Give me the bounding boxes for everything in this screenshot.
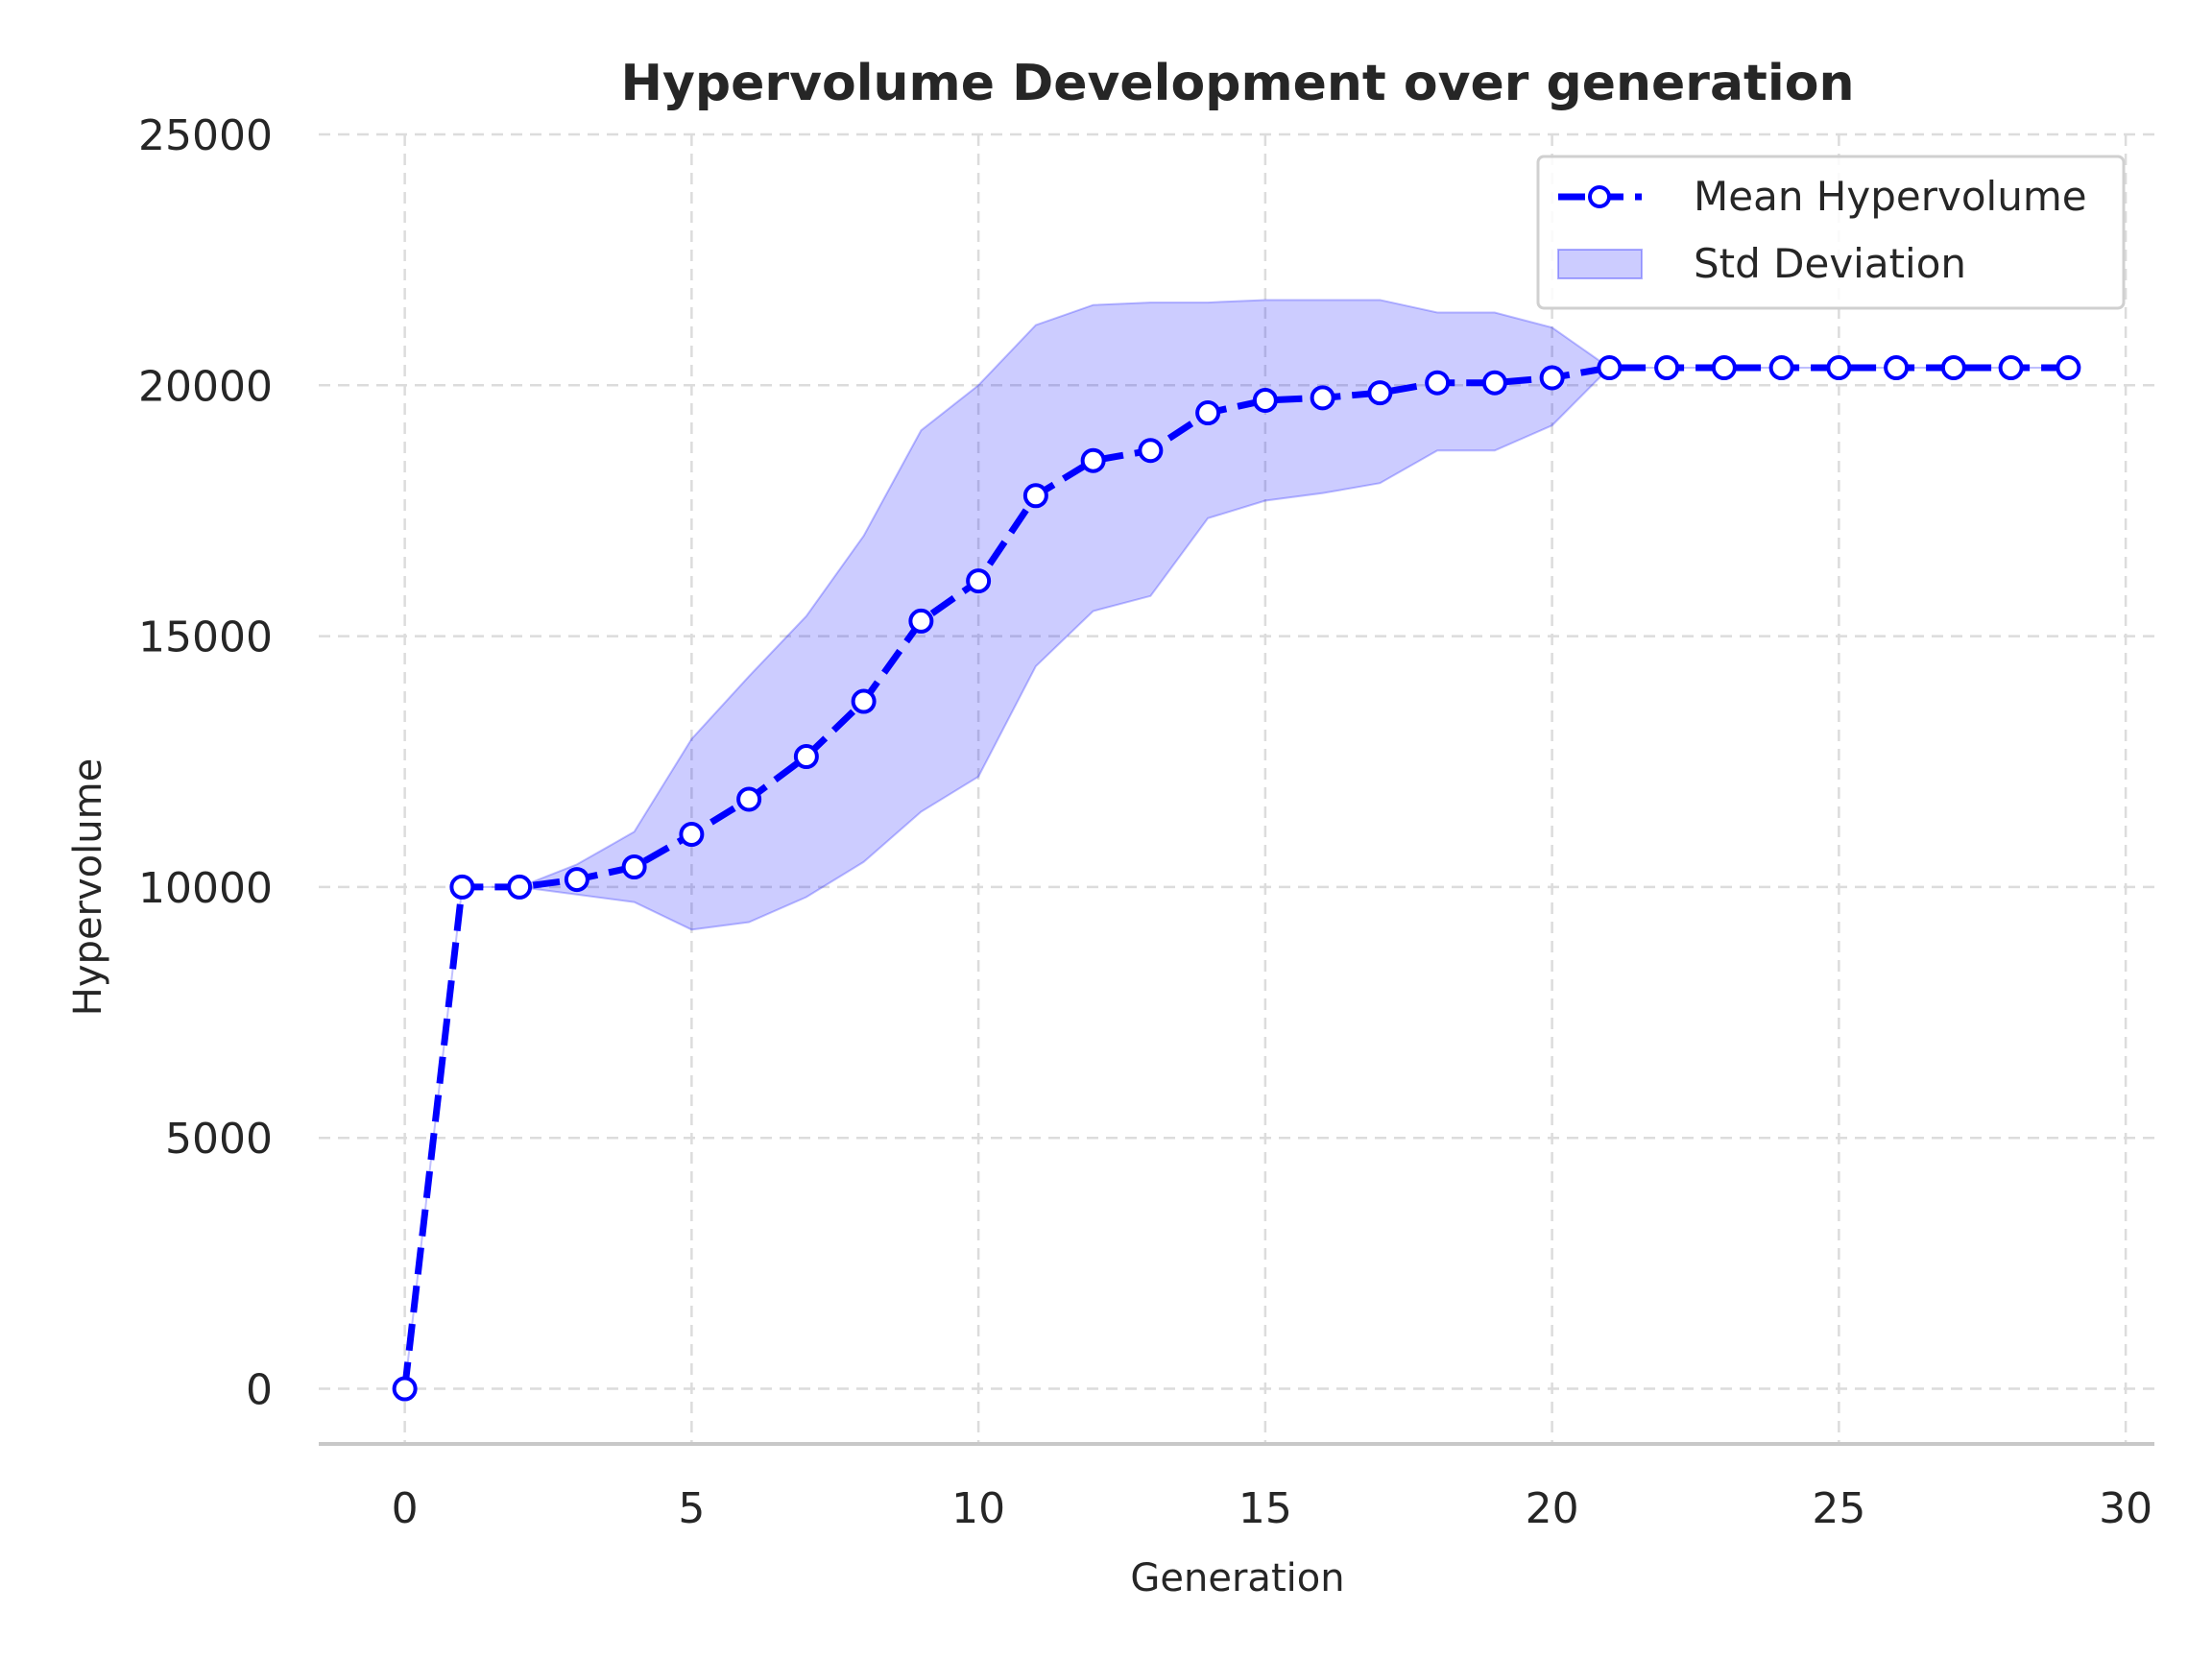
mean-hypervolume-point — [1711, 355, 1737, 381]
grid — [319, 132, 2154, 1444]
mean-hypervolume-point — [1425, 370, 1451, 396]
mean-hypervolume-point — [392, 1376, 418, 1402]
y-axis-label: Hypervolume — [66, 758, 110, 1016]
mean-hypervolume-point — [1481, 370, 1507, 396]
y-tick-label: 15000 — [138, 613, 273, 662]
mean-hypervolume-point — [507, 874, 533, 900]
x-tick-label: 30 — [2099, 1484, 2152, 1533]
legend-box — [1536, 155, 2126, 310]
mean-hypervolume-point — [1539, 365, 1565, 391]
mean-hypervolume-point — [2056, 355, 2081, 381]
mean-hypervolume-point — [1940, 355, 1966, 381]
mean-hypervolume-point — [1654, 355, 1680, 381]
mean-hypervolume-point — [793, 744, 819, 770]
mean-hypervolume-point — [1080, 447, 1106, 473]
series-layer — [392, 355, 2081, 1402]
legend-item-std: Std Deviation — [1557, 240, 1966, 287]
mean-hypervolume-point — [966, 568, 992, 594]
legend-item-mean: Mean Hypervolume — [1558, 173, 2087, 220]
mean-hypervolume-point — [449, 874, 475, 900]
mean-hypervolume-point — [1367, 380, 1393, 406]
mean-hypervolume-point — [1597, 355, 1623, 381]
x-tick-label: 15 — [1238, 1484, 1292, 1533]
chart-title: Hypervolume Development over generation — [621, 55, 1855, 112]
mean-hypervolume-point — [564, 867, 589, 893]
y-tick-label: 5000 — [165, 1115, 273, 1164]
x-tick-label: 0 — [392, 1484, 419, 1533]
std-deviation-area — [403, 299, 2069, 1389]
legend-band-swatch — [1557, 249, 1643, 279]
mean-hypervolume-point — [621, 854, 647, 880]
mean-hypervolume-point — [1022, 483, 1048, 509]
mean-hypervolume-point — [679, 822, 705, 848]
y-tick-label: 10000 — [138, 864, 273, 913]
mean-hypervolume-point — [1310, 385, 1335, 411]
mean-hypervolume-point — [1768, 355, 1794, 381]
x-tick-label: 10 — [951, 1484, 1005, 1533]
tick-labels: 0 5 10 15 20 25 30 0 5000 10000 15000 20000 25000 — [138, 111, 2152, 1533]
mean-hypervolume-point — [1826, 355, 1852, 381]
mean-hypervolume-point — [1138, 438, 1164, 464]
x-axis-label: Generation — [1130, 1556, 1344, 1600]
mean-hypervolume-point — [1998, 355, 2024, 381]
legend-label-mean: Mean Hypervolume — [1694, 173, 2087, 220]
x-tick-label: 25 — [1812, 1484, 1865, 1533]
mean-hypervolume-point — [1252, 387, 1278, 413]
mean-hypervolume-point — [736, 786, 762, 812]
legend-label-std: Std Deviation — [1694, 240, 1966, 287]
mean-hypervolume-point — [908, 608, 934, 634]
y-tick-label: 0 — [246, 1366, 273, 1415]
mean-hypervolume-point — [851, 688, 877, 714]
mean-hypervolume-point — [1884, 355, 1910, 381]
x-tick-label: 5 — [678, 1484, 705, 1533]
mean-hypervolume-point — [1195, 400, 1221, 426]
legend: Mean Hypervolume Std Deviation — [1536, 155, 2126, 310]
legend-marker-swatch — [1588, 185, 1611, 208]
y-tick-label: 25000 — [138, 111, 273, 160]
x-tick-label: 20 — [1526, 1484, 1579, 1533]
y-tick-label: 20000 — [138, 362, 273, 411]
std-deviation-band — [403, 299, 2069, 1389]
